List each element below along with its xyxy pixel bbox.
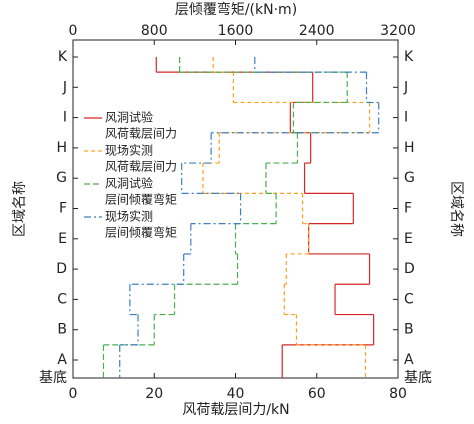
y-tick-label: 基底 [39,369,67,386]
legend-label: 风洞试验 [105,110,153,125]
y2-tick-label: 基底 [404,369,432,386]
y2-tick-label: A [404,352,414,368]
y-tick-label: K [58,49,68,65]
y-tick-label: C [57,291,67,307]
y2-tick-label: D [404,261,415,277]
x2-axis-title: 层倾覆弯矩/(kN·m) [175,1,297,18]
legend-label: 风洞试验 [105,176,153,191]
y-axis-title: 区域名称 [12,181,28,237]
y-tick-label: F [59,201,67,217]
x2-tick-label: 800 [141,23,168,39]
y2-tick-label: F [404,201,412,217]
y2-tick-label: B [404,322,414,338]
y2-tick-label: I [404,110,408,126]
y2-tick-label: J [403,79,408,95]
x2-tick-label: 0 [69,23,78,39]
y-tick-label: A [57,352,67,368]
y-tick-label: I [63,110,67,126]
legend-label: 现场实测 [105,209,153,224]
y-tick-label: D [56,261,67,277]
x-tick-label: 80 [389,386,407,402]
x-tick-label: 60 [308,386,326,402]
y2-tick-label: C [404,291,414,307]
y-tick-label: B [57,322,67,338]
y2-axis-title: 区域名称 [448,181,464,237]
x-tick-label: 20 [145,386,163,402]
legend-label: 现场实测 [105,143,153,158]
x2-tick-label: 1600 [218,23,254,39]
y2-tick-label: G [404,170,415,186]
x-tick-label: 40 [227,386,245,402]
legend-label: 风荷载层间力 [105,127,177,141]
legend-label: 层间倾覆弯矩 [105,225,177,240]
legend-label: 层间倾覆弯矩 [105,192,177,207]
y2-tick-label: H [404,140,415,156]
legend-label: 风荷载层间力 [105,160,177,174]
y-tick-label: E [58,231,67,247]
y2-tick-label: E [404,231,413,247]
x-axis-title: 风荷载层间力/kN [182,402,289,418]
y-tick-label: H [56,140,67,156]
y2-tick-label: K [404,49,414,65]
x-tick-label: 0 [69,386,78,402]
x2-tick-label: 3200 [380,23,416,39]
x2-tick-label: 2400 [299,23,335,39]
y-tick-label: J [62,79,67,95]
y-tick-label: G [56,170,67,186]
